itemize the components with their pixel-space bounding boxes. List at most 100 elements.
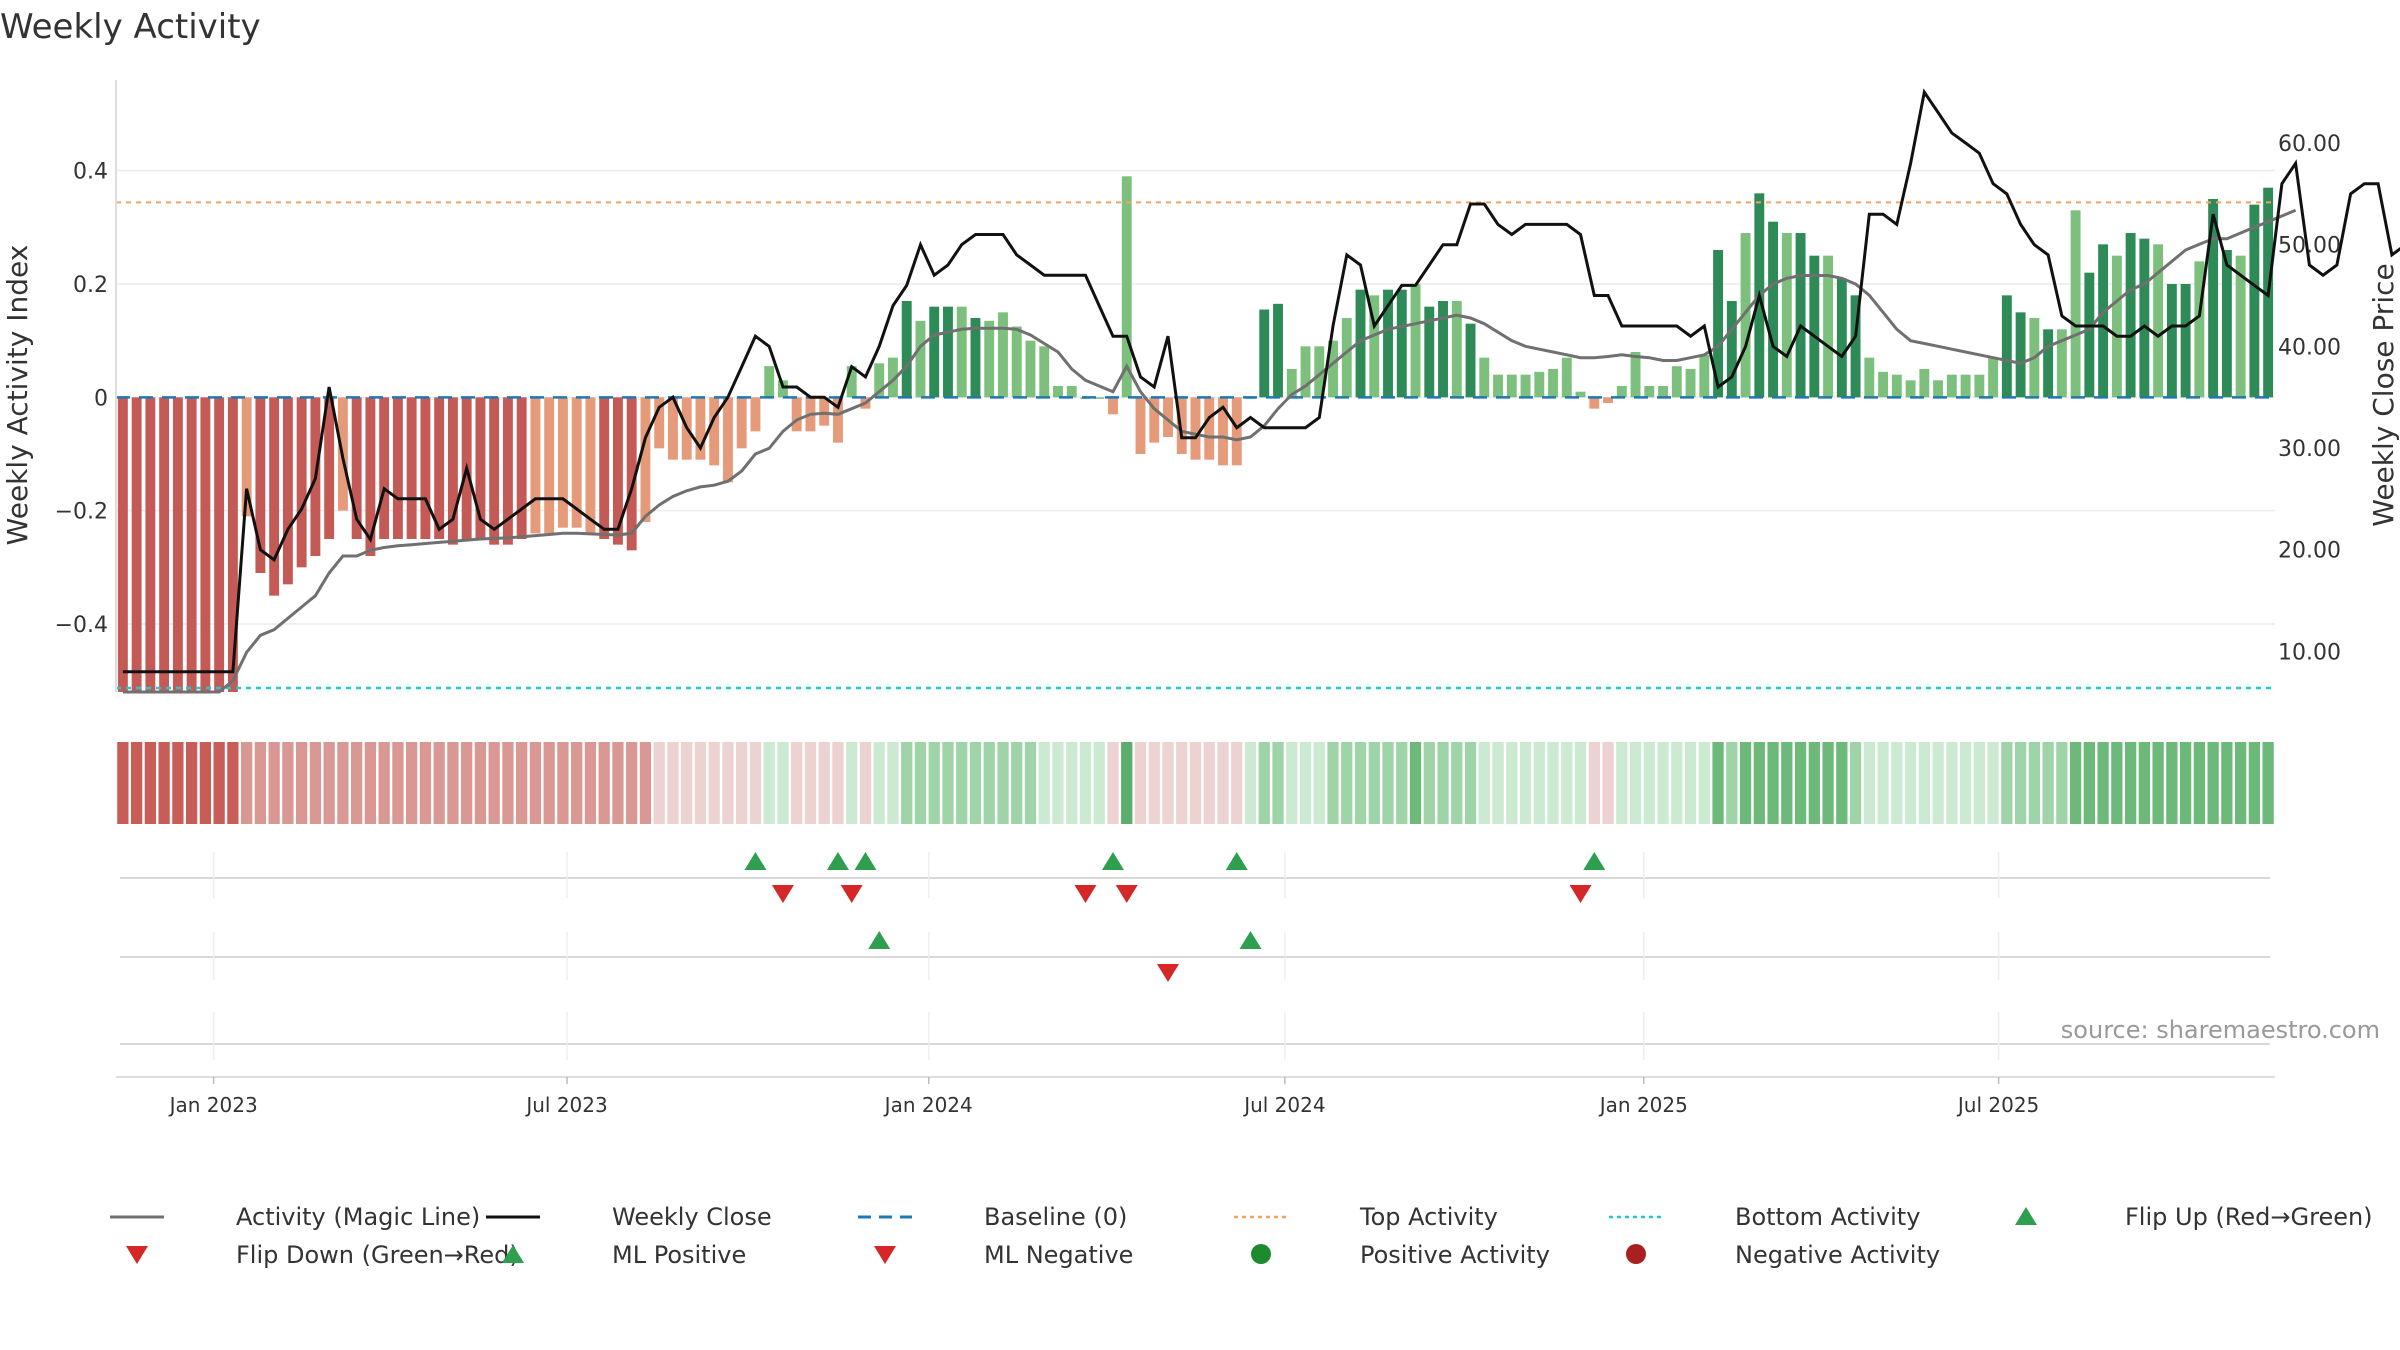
heat-strip-cell: [1176, 742, 1188, 824]
heat-strip-cell: [158, 742, 170, 824]
heat-strip-cell: [2166, 742, 2178, 824]
flip-up-marker: [1225, 852, 1248, 870]
heat-strip-cell: [1946, 742, 1958, 824]
activity-bar: [956, 306, 967, 398]
reference-lines: [116, 201, 2275, 690]
heat-strip-cell: [1354, 742, 1367, 824]
activity-bar: [1190, 397, 1201, 460]
activity-bar: [2001, 295, 2012, 398]
heat-strip-cell: [419, 742, 432, 824]
activity-bar: [1328, 340, 1338, 398]
legend-swatch: [126, 1246, 148, 1264]
heat-strip-cell: [1698, 742, 1710, 824]
activity-bar: [2221, 250, 2232, 398]
heat-strip-cell: [1616, 742, 1628, 824]
heat-strip-cell: [2056, 742, 2068, 824]
heat-strip-cell: [791, 742, 803, 824]
legend-label: ML Positive: [612, 1241, 746, 1269]
activity-bar: [406, 397, 417, 539]
heat-strip-cell: [2248, 742, 2261, 824]
activity-bar: [1795, 233, 1806, 398]
activity-bar: [1493, 374, 1503, 398]
heat-strip-cell: [1423, 742, 1435, 824]
heat-strip-cell: [1808, 742, 1820, 824]
activity-bar: [1314, 346, 1325, 398]
activity-bar: [1740, 233, 1751, 398]
y2-tick-label: 50.00: [2278, 234, 2341, 259]
ml-positive-marker: [1239, 931, 1262, 949]
heat-strip-cell: [1341, 742, 1353, 824]
activity-bar: [846, 366, 857, 398]
activity-bar: [296, 397, 307, 568]
heat-strip-cell: [144, 742, 157, 824]
activity-bar: [764, 366, 775, 398]
activity-bar: [1341, 318, 1352, 398]
activity-bar: [1438, 301, 1448, 398]
heat-strip-cell: [1547, 742, 1559, 824]
heat-strip-cell: [722, 742, 734, 824]
heat-strip-cell: [1533, 742, 1545, 824]
chart-title: Weekly Activity: [0, 7, 261, 47]
activity-bar: [2208, 199, 2219, 398]
heat-strip-cell: [956, 742, 968, 824]
heat-strip-cell: [2234, 742, 2247, 824]
heat-strip-cell: [584, 742, 597, 824]
activity-bar: [819, 397, 830, 426]
activity-bar: [1589, 397, 1600, 409]
heat-strip-cell: [1368, 742, 1380, 824]
heat-strip-cell: [2042, 742, 2054, 824]
y-axis-label: Weekly Activity Index: [1, 245, 34, 546]
activity-bar: [1603, 397, 1613, 403]
heat-strip-cell: [1629, 742, 1642, 824]
heat-strip-cell: [172, 742, 184, 824]
legend-label: Top Activity: [1359, 1203, 1498, 1231]
heat-strip-cell: [859, 742, 872, 824]
flip-down-marker: [771, 885, 794, 903]
heat-strip-cell: [516, 742, 528, 824]
activity-bar: [722, 397, 733, 483]
heat-strip-cell: [1217, 742, 1229, 824]
activity-bar: [1108, 397, 1118, 415]
heat-strip-cell: [708, 742, 720, 824]
heat-strip-cell: [667, 742, 679, 824]
heat-strip-cell: [529, 742, 542, 824]
heat-strip-cell: [1203, 742, 1215, 824]
heat-strip-cell: [227, 742, 239, 824]
x-tick-label: Jan 2023: [168, 1093, 258, 1117]
activity-heat-strip: [117, 742, 2274, 824]
heat-strip-cell: [185, 742, 198, 824]
activity-bar: [227, 397, 238, 692]
heat-strip-cell: [639, 742, 652, 824]
heat-strip-cell: [2001, 742, 2013, 824]
heat-strip-cell: [804, 742, 817, 824]
activity-bar: [379, 397, 390, 539]
heat-strip-cell: [2014, 742, 2027, 824]
heat-strip-cell: [406, 742, 418, 824]
heat-strip-cell: [2028, 742, 2040, 824]
activity-bar: [2153, 244, 2164, 398]
heat-strip-cell: [2221, 742, 2233, 824]
heat-strip-cell: [447, 742, 459, 824]
heat-strip-cell: [1299, 742, 1312, 824]
legend-label: Flip Up (Red→Green): [2125, 1203, 2373, 1231]
activity-bar: [736, 397, 747, 449]
activity-bar: [1685, 369, 1696, 398]
heat-strip-cell: [1849, 742, 1862, 824]
x-axis-ticks: Jan 2023 Jul 2023 Jan 2024 Jul 2024 Jan 2025…: [168, 1077, 2039, 1117]
heat-strip-cell: [1959, 742, 1972, 824]
activity-bar: [1878, 371, 1889, 398]
heat-strip-cell: [117, 742, 129, 824]
flip-up-marker: [1583, 852, 1606, 870]
y-tick-label: −0.4: [55, 613, 108, 638]
activity-bar: [1946, 374, 1957, 398]
heat-strip-cell: [1464, 742, 1477, 824]
flip-up-marker: [826, 852, 849, 870]
heat-strip-cell: [1148, 742, 1160, 824]
source-note: source: sharemaestro.com: [2061, 1016, 2380, 1044]
activity-bar: [1726, 301, 1737, 398]
heat-strip-cell: [282, 742, 294, 824]
heat-strip-cell: [2179, 742, 2192, 824]
activity-bar: [145, 397, 156, 692]
x-tick-label: Jul 2024: [1242, 1093, 1325, 1117]
